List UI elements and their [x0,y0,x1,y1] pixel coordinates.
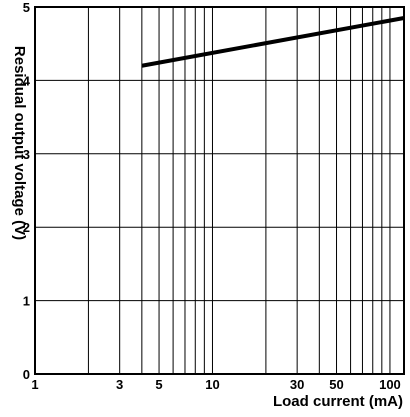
y-tick-label: 3 [23,147,30,162]
series-line-1 [141,16,405,68]
x-tick-label: 100 [379,377,401,392]
x-tick-label: 3 [116,377,123,392]
y-axis-title: Residual output voltage (V) [11,46,28,240]
x-tick-label: 50 [329,377,343,392]
x-tick-label: 30 [290,377,304,392]
y-tick-label: 0 [23,367,30,382]
y-tick-label: 5 [23,0,30,15]
y-tick-label: 4 [23,73,31,88]
y-tick-label: 1 [23,294,30,309]
x-tick-label: 5 [155,377,162,392]
x-tick-label: 1 [31,377,38,392]
plot-frame [34,6,405,375]
x-tick-labels: 1 3 5 10 30 50 100 [31,377,400,392]
x-tick-label: 10 [205,377,219,392]
series-layer [141,16,405,68]
x-axis-title: Load current (mA) [273,393,403,410]
y-tick-label: 2 [23,220,30,235]
plot-border [34,6,405,375]
y-tick-labels: 0 1 2 3 4 5 [23,0,31,382]
grid-layer [35,7,404,374]
